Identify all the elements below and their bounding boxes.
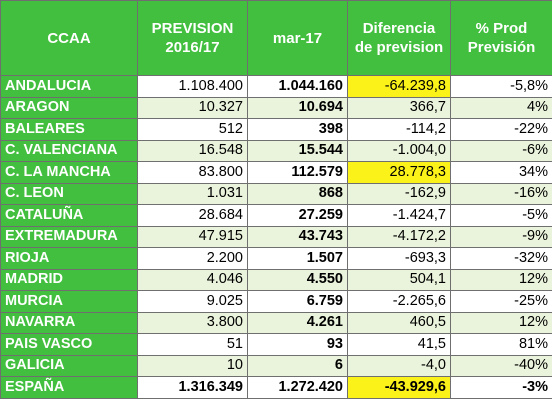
header-prevision: PREVISION 2016/17 — [137, 0, 248, 76]
header-mar17: mar-17 — [247, 0, 348, 76]
table-row: NAVARRA 3.800 4.261 460,5 12% — [0, 311, 552, 334]
diferencia-cell: -114,2 — [347, 118, 451, 141]
mar17-cell: 10.694 — [247, 96, 348, 119]
diferencia-cell: -4.172,2 — [347, 225, 451, 248]
ccaa-cell: CATALUÑA — [0, 204, 138, 227]
table-row: CATALUÑA 28.684 27.259 -1.424,7 -5% — [0, 204, 552, 227]
table-body: ANDALUCIA 1.108.400 1.044.160 -64.239,8 -5,8… — [0, 75, 552, 399]
prevision-cell: 9.025 — [137, 290, 248, 313]
diferencia-cell: 28.778,3 — [347, 161, 451, 184]
prevision-cell: 10 — [137, 354, 248, 377]
prevision-cell: 16.548 — [137, 139, 248, 162]
header-pct-prod: % Prod Previsión — [450, 0, 552, 76]
ccaa-cell: C. LEON — [0, 182, 138, 205]
pct-prod-cell: -5,8% — [450, 75, 552, 98]
pct-prod-cell: 81% — [450, 333, 552, 356]
ccaa-cell: PAIS VASCO — [0, 333, 138, 356]
pct-prod-cell: -3% — [450, 376, 552, 399]
table-row: C. VALENCIANA 16.548 15.544 -1.004,0 -6% — [0, 139, 552, 162]
table-row: EXTREMADURA 47.915 43.743 -4.172,2 -9% — [0, 225, 552, 248]
pct-prod-cell: 12% — [450, 268, 552, 291]
diferencia-cell: -1.004,0 — [347, 139, 451, 162]
pct-prod-cell: 4% — [450, 96, 552, 119]
mar17-cell: 4.261 — [247, 311, 348, 334]
mar17-cell: 1.044.160 — [247, 75, 348, 98]
ccaa-cell: C. VALENCIANA — [0, 139, 138, 162]
table-row: MADRID 4.046 4.550 504,1 12% — [0, 268, 552, 291]
diferencia-cell: -64.239,8 — [347, 75, 451, 98]
mar17-cell: 93 — [247, 333, 348, 356]
pct-prod-cell: -5% — [450, 204, 552, 227]
ccaa-cell: ARAGON — [0, 96, 138, 119]
table-row: C. LA MANCHA 83.800 112.579 28.778,3 34% — [0, 161, 552, 184]
prevision-cell: 4.046 — [137, 268, 248, 291]
table-row: PAIS VASCO 51 93 41,5 81% — [0, 333, 552, 356]
header-row: CCAA PREVISION 2016/17 mar-17 Diferencia… — [0, 0, 552, 76]
diferencia-cell: -162,9 — [347, 182, 451, 205]
table-row: ARAGON 10.327 10.694 366,7 4% — [0, 96, 552, 119]
prevision-cell: 51 — [137, 333, 248, 356]
mar17-cell: 4.550 — [247, 268, 348, 291]
mar17-cell: 43.743 — [247, 225, 348, 248]
mar17-cell: 868 — [247, 182, 348, 205]
prevision-cell: 83.800 — [137, 161, 248, 184]
mar17-cell: 27.259 — [247, 204, 348, 227]
header-ccaa: CCAA — [0, 0, 138, 76]
diferencia-cell: 504,1 — [347, 268, 451, 291]
ccaa-cell: MURCIA — [0, 290, 138, 313]
table-row: C. LEON 1.031 868 -162,9 -16% — [0, 182, 552, 205]
prevision-cell: 1.108.400 — [137, 75, 248, 98]
diferencia-cell: -693,3 — [347, 247, 451, 270]
prevision-cell: 2.200 — [137, 247, 248, 270]
ccaa-cell: ESPAÑA — [0, 376, 138, 399]
prevision-cell: 47.915 — [137, 225, 248, 248]
mar17-cell: 398 — [247, 118, 348, 141]
ccaa-cell: GALICIA — [0, 354, 138, 377]
ccaa-cell: NAVARRA — [0, 311, 138, 334]
total-row: ESPAÑA 1.316.349 1.272.420 -43.929,6 -3% — [0, 376, 552, 399]
mar17-cell: 1.507 — [247, 247, 348, 270]
table-row: GALICIA 10 6 -4,0 -40% — [0, 354, 552, 377]
prevision-cell: 1.316.349 — [137, 376, 248, 399]
mar17-cell: 15.544 — [247, 139, 348, 162]
ccaa-cell: BALEARES — [0, 118, 138, 141]
ccaa-cell: C. LA MANCHA — [0, 161, 138, 184]
diferencia-cell: 41,5 — [347, 333, 451, 356]
pct-prod-cell: -9% — [450, 225, 552, 248]
diferencia-cell: 460,5 — [347, 311, 451, 334]
prevision-cell: 512 — [137, 118, 248, 141]
table-row: MURCIA 9.025 6.759 -2.265,6 -25% — [0, 290, 552, 313]
table-row: ANDALUCIA 1.108.400 1.044.160 -64.239,8 -5,8… — [0, 75, 552, 98]
ccaa-cell: ANDALUCIA — [0, 75, 138, 98]
pct-prod-cell: -22% — [450, 118, 552, 141]
pct-prod-cell: -6% — [450, 139, 552, 162]
pct-prod-cell: -32% — [450, 247, 552, 270]
ccaa-cell: MADRID — [0, 268, 138, 291]
ccaa-cell: EXTREMADURA — [0, 225, 138, 248]
pct-prod-cell: -40% — [450, 354, 552, 377]
ccaa-cell: RIOJA — [0, 247, 138, 270]
mar17-cell: 112.579 — [247, 161, 348, 184]
table-row: RIOJA 2.200 1.507 -693,3 -32% — [0, 247, 552, 270]
mar17-cell: 6.759 — [247, 290, 348, 313]
diferencia-cell: 366,7 — [347, 96, 451, 119]
prevision-cell: 3.800 — [137, 311, 248, 334]
pct-prod-cell: -16% — [450, 182, 552, 205]
diferencia-cell: -1.424,7 — [347, 204, 451, 227]
pct-prod-cell: -25% — [450, 290, 552, 313]
diferencia-cell: -2.265,6 — [347, 290, 451, 313]
prevision-cell: 10.327 — [137, 96, 248, 119]
pct-prod-cell: 12% — [450, 311, 552, 334]
diferencia-cell: -43.929,6 — [347, 376, 451, 399]
header-diferencia: Diferencia de prevision — [347, 0, 451, 76]
diferencia-cell: -4,0 — [347, 354, 451, 377]
pct-prod-cell: 34% — [450, 161, 552, 184]
mar17-cell: 6 — [247, 354, 348, 377]
prevision-cell: 1.031 — [137, 182, 248, 205]
mar17-cell: 1.272.420 — [247, 376, 348, 399]
table-row: BALEARES 512 398 -114,2 -22% — [0, 118, 552, 141]
prevision-cell: 28.684 — [137, 204, 248, 227]
